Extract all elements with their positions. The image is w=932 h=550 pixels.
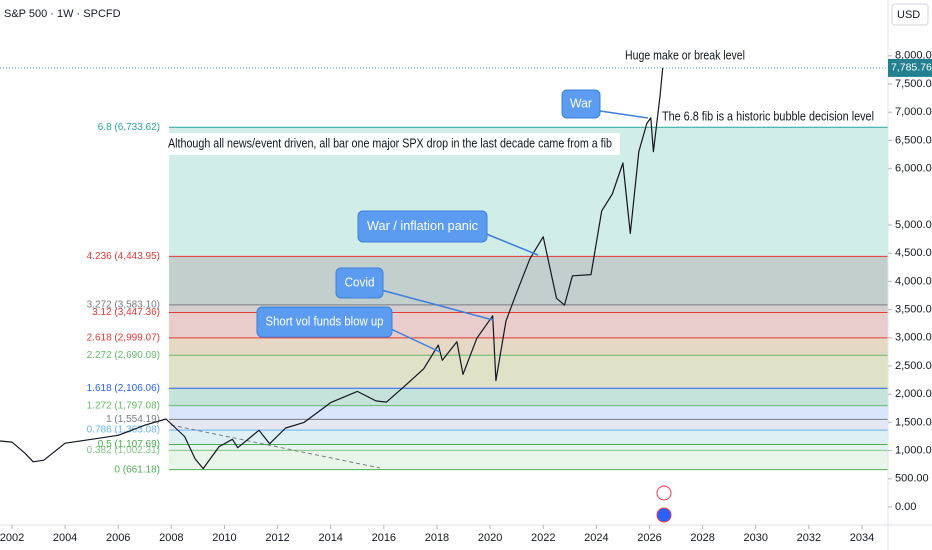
fib-band bbox=[169, 430, 888, 445]
x-tick-label: 2004 bbox=[53, 532, 77, 544]
callout-pointer bbox=[382, 289, 494, 321]
callout-pointer bbox=[391, 328, 441, 353]
callout: War / inflation panic bbox=[367, 218, 478, 233]
event-icon[interactable] bbox=[656, 507, 672, 523]
x-tick-label: 2002 bbox=[0, 532, 24, 544]
fib-band bbox=[169, 450, 888, 470]
callout: War bbox=[570, 95, 593, 110]
y-tick-label: 2,000.00 bbox=[895, 388, 932, 400]
fib-band bbox=[169, 355, 888, 389]
fib-label: 0 (661.18) bbox=[114, 464, 160, 475]
price-line bbox=[0, 67, 664, 470]
y-tick-label: 5,000.00 bbox=[895, 219, 932, 231]
fib-label: 3.272 (3,583.10) bbox=[87, 300, 160, 311]
callout-box bbox=[357, 210, 488, 243]
x-tick-label: 2026 bbox=[637, 532, 661, 544]
callout-box bbox=[561, 89, 601, 119]
fib-band bbox=[169, 304, 888, 313]
y-tick-label: 4,000.00 bbox=[895, 275, 932, 287]
fib-label: 0.5 (1,107.69) bbox=[98, 439, 160, 450]
y-tick-label: 6,000.00 bbox=[895, 163, 932, 175]
callout-pointer bbox=[599, 110, 649, 119]
last-price-label: 7,785.76 bbox=[891, 62, 932, 74]
callout: Covid bbox=[345, 274, 375, 289]
x-tick-label: 2008 bbox=[159, 532, 183, 544]
fib-zone bbox=[169, 126, 888, 471]
y-tick-label: 0.00 bbox=[895, 501, 916, 513]
annotation: Although all news/event driven, all bar … bbox=[168, 136, 612, 150]
callout-box bbox=[335, 267, 384, 299]
y-tick-label: 4,500.00 bbox=[895, 247, 932, 259]
annotation: The 6.8 fib is a historic bubble decisio… bbox=[662, 109, 874, 123]
x-tick-label: 2030 bbox=[743, 532, 767, 544]
fib-band bbox=[169, 388, 888, 406]
x-tick-label: 2032 bbox=[797, 532, 821, 544]
x-tick-label: 2022 bbox=[531, 532, 555, 544]
event-icon[interactable] bbox=[656, 485, 672, 501]
fib-label: 2.272 (2,690.09) bbox=[87, 350, 160, 361]
x-tick-label: 2034 bbox=[850, 532, 874, 544]
y-tick-label: 1,000.00 bbox=[895, 444, 932, 456]
x-tick-label: 2006 bbox=[106, 532, 130, 544]
x-tick-label: 2020 bbox=[478, 532, 502, 544]
fib-label: 3.12 (3,447.36) bbox=[92, 307, 160, 318]
x-tick-label: 2014 bbox=[318, 532, 342, 544]
fib-label: 1.272 (1,797.08) bbox=[87, 400, 160, 411]
fib-band bbox=[169, 405, 888, 420]
x-tick-label: 2024 bbox=[584, 532, 608, 544]
fib-label: 0.786 (1,363.08) bbox=[87, 425, 160, 436]
chart-title: S&P 500 · 1W · SPCFD bbox=[4, 8, 121, 20]
fib-label: 0.382 (1,002.31) bbox=[87, 445, 160, 456]
y-tick-label: 8,000.00 bbox=[895, 50, 932, 62]
y-tick-label: 2,500.00 bbox=[895, 360, 932, 372]
fib-label: 2.618 (2,999.07) bbox=[87, 332, 160, 343]
x-tick-label: 2018 bbox=[425, 532, 449, 544]
annotation-box bbox=[164, 133, 620, 155]
y-tick-label: 7,500.00 bbox=[895, 78, 932, 90]
currency-box[interactable] bbox=[891, 3, 929, 26]
y-tick-label: 3,000.00 bbox=[895, 332, 932, 344]
x-tick-label: 2028 bbox=[690, 532, 714, 544]
currency: USD bbox=[897, 9, 920, 21]
fib-band bbox=[169, 444, 888, 451]
fib-band bbox=[169, 337, 888, 356]
x-tick-label: 2010 bbox=[212, 532, 236, 544]
fib-label: 1.618 (2,106.06) bbox=[87, 383, 160, 394]
callout: Short vol funds blow up bbox=[266, 313, 384, 328]
y-tick-label: 1,500.00 bbox=[895, 416, 932, 428]
fib-label: 6.8 (6,733.62) bbox=[98, 122, 160, 133]
x-tick-label: 2012 bbox=[265, 532, 289, 544]
y-tick-label: 500.00 bbox=[895, 473, 929, 485]
trend-line bbox=[170, 424, 381, 469]
callout-box bbox=[256, 306, 393, 338]
x-tick-label: 2016 bbox=[372, 532, 396, 544]
fib-label: 1 (1,554.19) bbox=[106, 414, 160, 425]
y-tick-label: 7,000.00 bbox=[895, 106, 932, 118]
last-price-tag bbox=[888, 58, 932, 77]
fib-label: 4.236 (4,443.95) bbox=[87, 251, 160, 262]
y-tick-label: 3,500.00 bbox=[895, 303, 932, 315]
fib-band bbox=[169, 256, 888, 305]
annotation: Huge make or break level bbox=[625, 48, 745, 62]
callout-pointer bbox=[486, 233, 539, 256]
y-tick-label: 6,500.00 bbox=[895, 134, 932, 146]
fib-band bbox=[169, 419, 888, 431]
